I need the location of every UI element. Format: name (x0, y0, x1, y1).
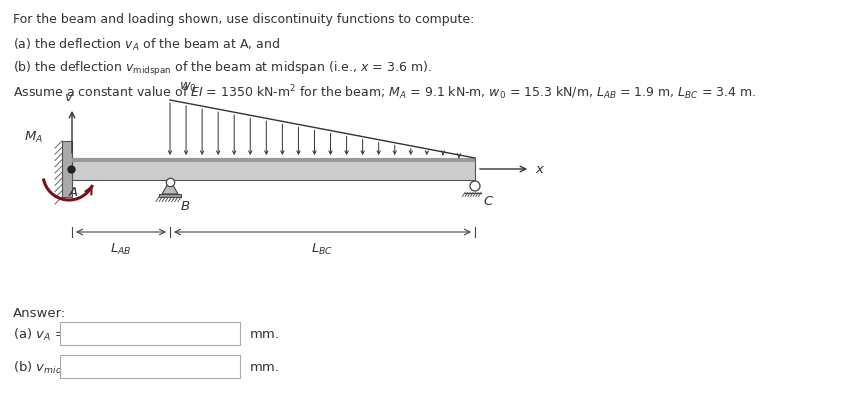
Polygon shape (162, 180, 178, 194)
Text: (b) $v_{mid}$ =: (b) $v_{mid}$ = (13, 358, 77, 375)
Text: $C$: $C$ (483, 195, 494, 208)
Text: $A$: $A$ (67, 186, 78, 198)
Bar (60, 322, 240, 345)
Text: $B$: $B$ (180, 200, 190, 213)
Text: Assume a constant value of $EI$ = 1350 kN-m$^2$ for the beam; $M_A$ = 9.1 kN-m, : Assume a constant value of $EI$ = 1350 k… (13, 83, 756, 102)
Circle shape (470, 182, 480, 192)
Text: $w_0$: $w_0$ (179, 81, 197, 94)
Text: (b) the deflection $v_{\rm midspan}$ of the beam at midspan (i.e., $x$ = 3.6 m).: (b) the deflection $v_{\rm midspan}$ of … (13, 60, 432, 78)
Bar (159, 194, 181, 198)
Text: (a) $v_A$ =: (a) $v_A$ = (13, 326, 66, 342)
Text: mm.: mm. (250, 327, 280, 340)
Text: $L_{BC}$: $L_{BC}$ (312, 241, 333, 257)
Text: $x$: $x$ (535, 163, 546, 176)
Text: $L_{AB}$: $L_{AB}$ (110, 241, 131, 257)
Text: For the beam and loading shown, use discontinuity functions to compute:: For the beam and loading shown, use disc… (13, 13, 474, 26)
Text: Answer:: Answer: (13, 306, 67, 319)
Bar (72, 159, 475, 162)
Text: mm.: mm. (250, 360, 280, 373)
Text: $v$: $v$ (64, 91, 74, 104)
Text: $M_A$: $M_A$ (24, 129, 44, 144)
Bar (60, 355, 240, 378)
Bar (62, 142, 72, 198)
Text: (a) the deflection $v_A$ of the beam at A, and: (a) the deflection $v_A$ of the beam at … (13, 36, 280, 53)
Bar (72, 159, 475, 180)
